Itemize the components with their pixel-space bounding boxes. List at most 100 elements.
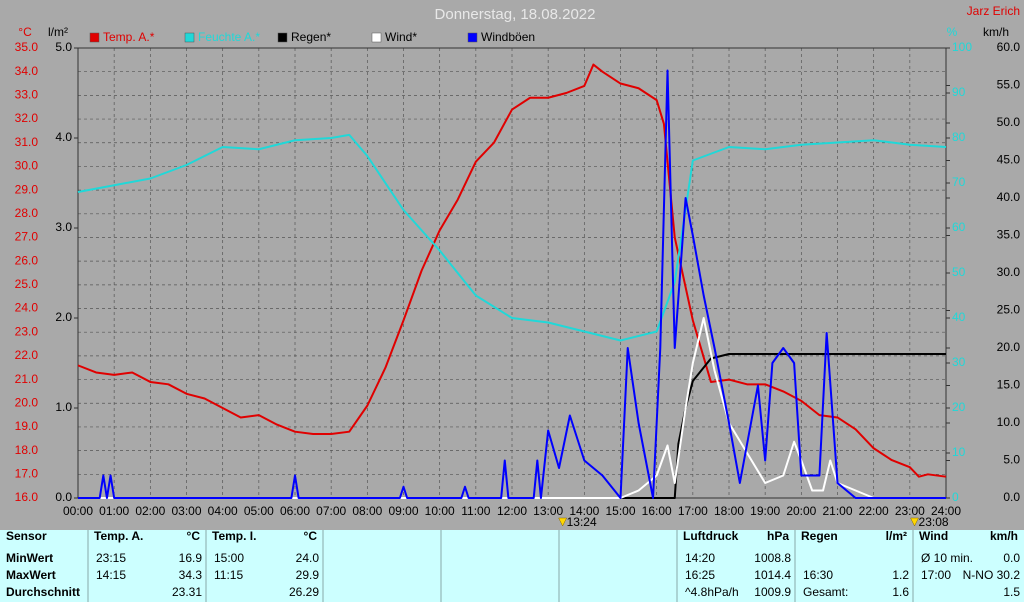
group-unit: °C (304, 529, 318, 543)
y4-tick-label: 55.0 (997, 78, 1021, 92)
x-tick-label: 18:00 (714, 504, 744, 518)
y3-tick-label: 30 (952, 355, 966, 369)
y-tick-label: 18.0 (15, 443, 39, 457)
x-tick-label: 24:00 (931, 504, 961, 518)
y4-tick-label: 20.0 (997, 340, 1021, 354)
x-tick-label: 22:00 (859, 504, 889, 518)
cell-value: 1.5 (1003, 585, 1020, 599)
annotation-label: 23:08 (919, 515, 949, 529)
x-tick-label: 16:00 (642, 504, 672, 518)
y-tick-label: 22.0 (15, 348, 39, 362)
legend-label: Regen* (291, 30, 331, 44)
y-tick-label: 25.0 (15, 277, 39, 291)
x-tick-label: 05:00 (244, 504, 274, 518)
cell-value: 16.9 (179, 551, 203, 565)
legend-swatch (467, 32, 478, 43)
x-tick-label: 15:00 (605, 504, 635, 518)
series-line (77, 133, 947, 342)
cell-time: 17:00 (921, 568, 951, 582)
series-line (78, 353, 946, 499)
y2-tick-label: 3.0 (55, 220, 72, 234)
group-unit: °C (187, 529, 201, 543)
legend-swatch (184, 32, 195, 43)
y2-tick-label: 1.0 (55, 400, 72, 414)
y3-tick-label: 90 (952, 85, 966, 99)
x-tick-label: 21:00 (822, 504, 852, 518)
cell-time: Gesamt: (803, 585, 848, 599)
cell-time: 11:15 (214, 568, 243, 582)
cell-time: 15:00 (214, 551, 244, 565)
y4-tick-label: 30.0 (997, 265, 1021, 279)
sun-marker (910, 517, 919, 527)
y4-tick-label: 35.0 (997, 228, 1021, 242)
legend-swatch (371, 32, 382, 43)
group-title: Temp. I. (212, 529, 256, 543)
x-tick-label: 19:00 (750, 504, 780, 518)
y-tick-label: 19.0 (15, 419, 39, 433)
y-tick-label: 23.0 (15, 324, 39, 338)
y4-tick-label: 25.0 (997, 303, 1021, 317)
annotation-label: 13:24 (567, 515, 597, 529)
cell-time: 16:25 (685, 568, 715, 582)
y4-tick-label: 40.0 (997, 190, 1021, 204)
y3-tick-label: 50 (952, 265, 966, 279)
cell-value: 34.3 (179, 568, 203, 582)
x-tick-label: 08:00 (352, 504, 382, 518)
x-tick-label: 10:00 (425, 504, 455, 518)
x-tick-label: 23:00 (895, 504, 925, 518)
cell-time: 14:15 (96, 568, 126, 582)
cell-value: 1.6 (892, 585, 909, 599)
cell-value: 29.9 (296, 568, 320, 582)
y-tick-label: 35.0 (15, 40, 39, 54)
x-tick-label: 01:00 (99, 504, 129, 518)
y3-axis-unit: % (947, 25, 958, 39)
cell-value: 0.0 (1003, 551, 1020, 565)
owner: Jarz Erich (967, 4, 1020, 18)
series-line (77, 63, 947, 478)
y-tick-label: 24.0 (15, 301, 39, 315)
y4-tick-label: 50.0 (997, 115, 1021, 129)
cell-time: 16:30 (803, 568, 833, 582)
legend-label: Feuchte A.* (198, 30, 260, 44)
cell-time: Ø 10 min. (921, 551, 973, 565)
y4-tick-label: 45.0 (997, 153, 1021, 167)
cell-value: 26.29 (289, 585, 319, 599)
y3-tick-label: 0 (952, 490, 959, 504)
y4-axis-unit: km/h (983, 25, 1009, 39)
y-tick-label: 31.0 (15, 135, 39, 149)
y-tick-label: 32.0 (15, 111, 39, 125)
y-tick-label: 30.0 (15, 159, 39, 173)
chart-title: Donnerstag, 18.08.2022 (435, 6, 596, 23)
series-line (78, 69, 946, 499)
y3-tick-label: 40 (952, 310, 966, 324)
group-title: Wind (919, 529, 948, 543)
cell-time: 23:15 (96, 551, 126, 565)
x-tick-label: 17:00 (678, 504, 708, 518)
y4-tick-label: 10.0 (997, 415, 1021, 429)
group-unit: hPa (767, 529, 789, 543)
y4-tick-label: 60.0 (997, 40, 1021, 54)
group-unit: l/m² (886, 529, 907, 543)
sun-marker (558, 517, 568, 527)
group-title: Regen (801, 529, 838, 543)
y4-tick-label: 15.0 (997, 378, 1021, 392)
y3-tick-label: 10 (952, 445, 966, 459)
legend-label: Temp. A.* (103, 30, 155, 44)
cell-value: 23.31 (172, 585, 202, 599)
y3-tick-label: 80 (952, 130, 966, 144)
x-tick-label: 12:00 (497, 504, 527, 518)
legend-label: Windböen (481, 30, 535, 44)
group-title: Luftdruck (683, 529, 739, 543)
x-tick-label: 09:00 (388, 504, 418, 518)
series-line (78, 317, 946, 499)
y3-tick-label: 60 (952, 220, 966, 234)
x-tick-label: 11:00 (461, 504, 490, 518)
y-tick-label: 27.0 (15, 230, 39, 244)
y3-tick-label: 70 (952, 175, 966, 189)
cell-value: N-NO 30.2 (963, 568, 1021, 582)
y2-tick-label: 2.0 (55, 310, 72, 324)
y4-tick-label: 5.0 (1003, 453, 1020, 467)
y-tick-label: 17.0 (15, 466, 39, 480)
